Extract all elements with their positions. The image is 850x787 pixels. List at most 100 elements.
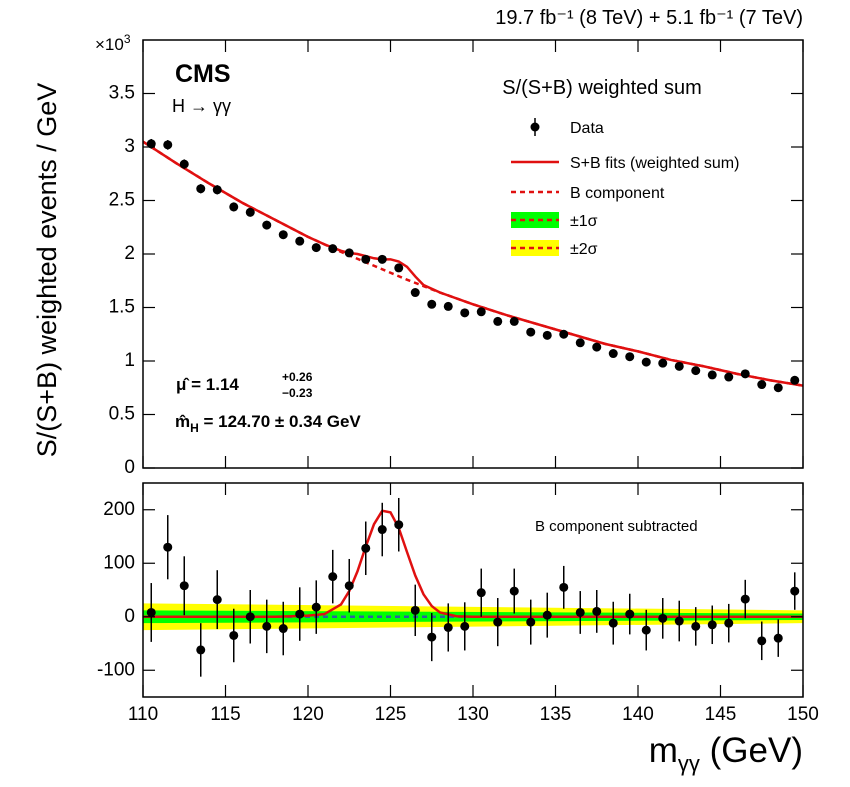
y-tick-label: -100 <box>97 659 135 680</box>
data-point <box>757 380 767 390</box>
data-point <box>146 139 156 149</box>
data-point <box>262 621 272 631</box>
data-point <box>328 572 338 582</box>
y-tick-label: 0 <box>124 457 135 478</box>
mh-symbol: m̂ <box>175 412 190 431</box>
y-tick-label: 0 <box>124 606 135 627</box>
legend-label: ±1σ <box>570 213 598 230</box>
mu-up: +0.26 <box>282 370 313 384</box>
data-point <box>476 307 486 317</box>
mh-value: = 124.70 ± 0.34 GeV <box>199 412 362 431</box>
y-tick-label: 2 <box>124 243 135 264</box>
data-point <box>740 594 750 604</box>
data-point <box>443 301 453 311</box>
legend-label: B component <box>570 185 665 202</box>
data-point <box>691 366 701 376</box>
data-point <box>229 202 239 212</box>
x-tick-label: 125 <box>375 704 407 725</box>
y-tick-label: 100 <box>103 552 135 573</box>
data-point <box>592 342 602 352</box>
legend-title: S/(S+B) weighted sum <box>502 77 702 99</box>
dashed-curve <box>143 140 803 387</box>
data-point <box>394 263 404 273</box>
data-point <box>509 586 519 596</box>
y-tick-label: 1.5 <box>109 297 135 318</box>
x-tick-label: 110 <box>128 704 158 725</box>
data-point <box>641 357 651 367</box>
data-point <box>460 621 470 631</box>
data-point <box>526 617 536 627</box>
x-tick-label: 115 <box>210 704 240 725</box>
x-label-sub: γγ <box>678 751 700 776</box>
x-tick-label: 140 <box>622 704 654 725</box>
data-point <box>212 185 222 195</box>
data-point <box>757 636 767 646</box>
mu-label: μ̂ = 1.14 <box>176 375 239 394</box>
annotation: B component subtracted <box>535 518 698 535</box>
data-point <box>212 595 222 605</box>
fit-curve <box>143 140 803 387</box>
legend-label: ±2σ <box>570 241 598 258</box>
data-point <box>443 622 453 632</box>
data-point <box>460 308 470 318</box>
process: H → γγ <box>172 96 231 116</box>
data-point <box>245 612 255 622</box>
data-point <box>790 375 800 385</box>
data-point <box>707 620 717 630</box>
data-point <box>163 140 173 150</box>
y-multiplier-exp: 3 <box>124 32 131 46</box>
data-point <box>394 520 404 530</box>
data-point <box>707 370 717 380</box>
data-point <box>377 525 387 535</box>
data-point <box>724 618 734 628</box>
data-point <box>790 586 800 596</box>
data-point <box>575 607 585 617</box>
data-point <box>641 625 651 635</box>
data-point <box>526 327 536 337</box>
plot-area <box>143 138 803 393</box>
data-point <box>278 230 288 240</box>
frame <box>142 39 804 469</box>
data-point <box>361 254 371 264</box>
data-point <box>740 369 750 379</box>
data-point <box>724 372 734 382</box>
y-multiplier: ×103 <box>95 32 131 54</box>
data-point <box>229 630 239 640</box>
frame <box>142 482 804 698</box>
mu-down: −0.23 <box>282 386 313 400</box>
data-point <box>196 184 206 194</box>
data-point <box>608 349 618 359</box>
data-point <box>674 616 684 626</box>
data-point <box>625 352 635 362</box>
data-point <box>773 383 783 393</box>
x-label-unit: (GeV) <box>700 731 803 770</box>
experiment: CMS <box>175 60 231 88</box>
data-point <box>559 329 569 339</box>
header: 19.7 fb⁻¹ (8 TeV) + 5.1 fb⁻¹ (7 TeV) <box>495 7 803 29</box>
legend-swatch <box>511 212 559 228</box>
data-point <box>625 609 635 619</box>
legend-swatch <box>511 240 559 256</box>
data-point <box>658 358 668 368</box>
y-tick-label: 3.5 <box>109 83 135 104</box>
data-point <box>311 243 321 253</box>
x-tick-label: 145 <box>705 704 737 725</box>
fit-curve <box>143 509 803 618</box>
data-point <box>691 621 701 631</box>
legend-label: Data <box>570 120 604 137</box>
data-point <box>559 582 569 592</box>
data-point <box>361 543 371 553</box>
data-point <box>163 542 173 552</box>
data-point <box>542 610 552 620</box>
data-point <box>410 605 420 615</box>
data-point <box>773 633 783 643</box>
data-point <box>592 606 602 616</box>
y-tick-label: 200 <box>103 499 135 520</box>
x-tick-label: 130 <box>457 704 489 725</box>
data-point <box>179 159 189 169</box>
y-multiplier-base: ×10 <box>95 35 124 54</box>
data-point <box>542 330 552 340</box>
data-point <box>344 248 354 258</box>
data-point <box>427 632 437 642</box>
